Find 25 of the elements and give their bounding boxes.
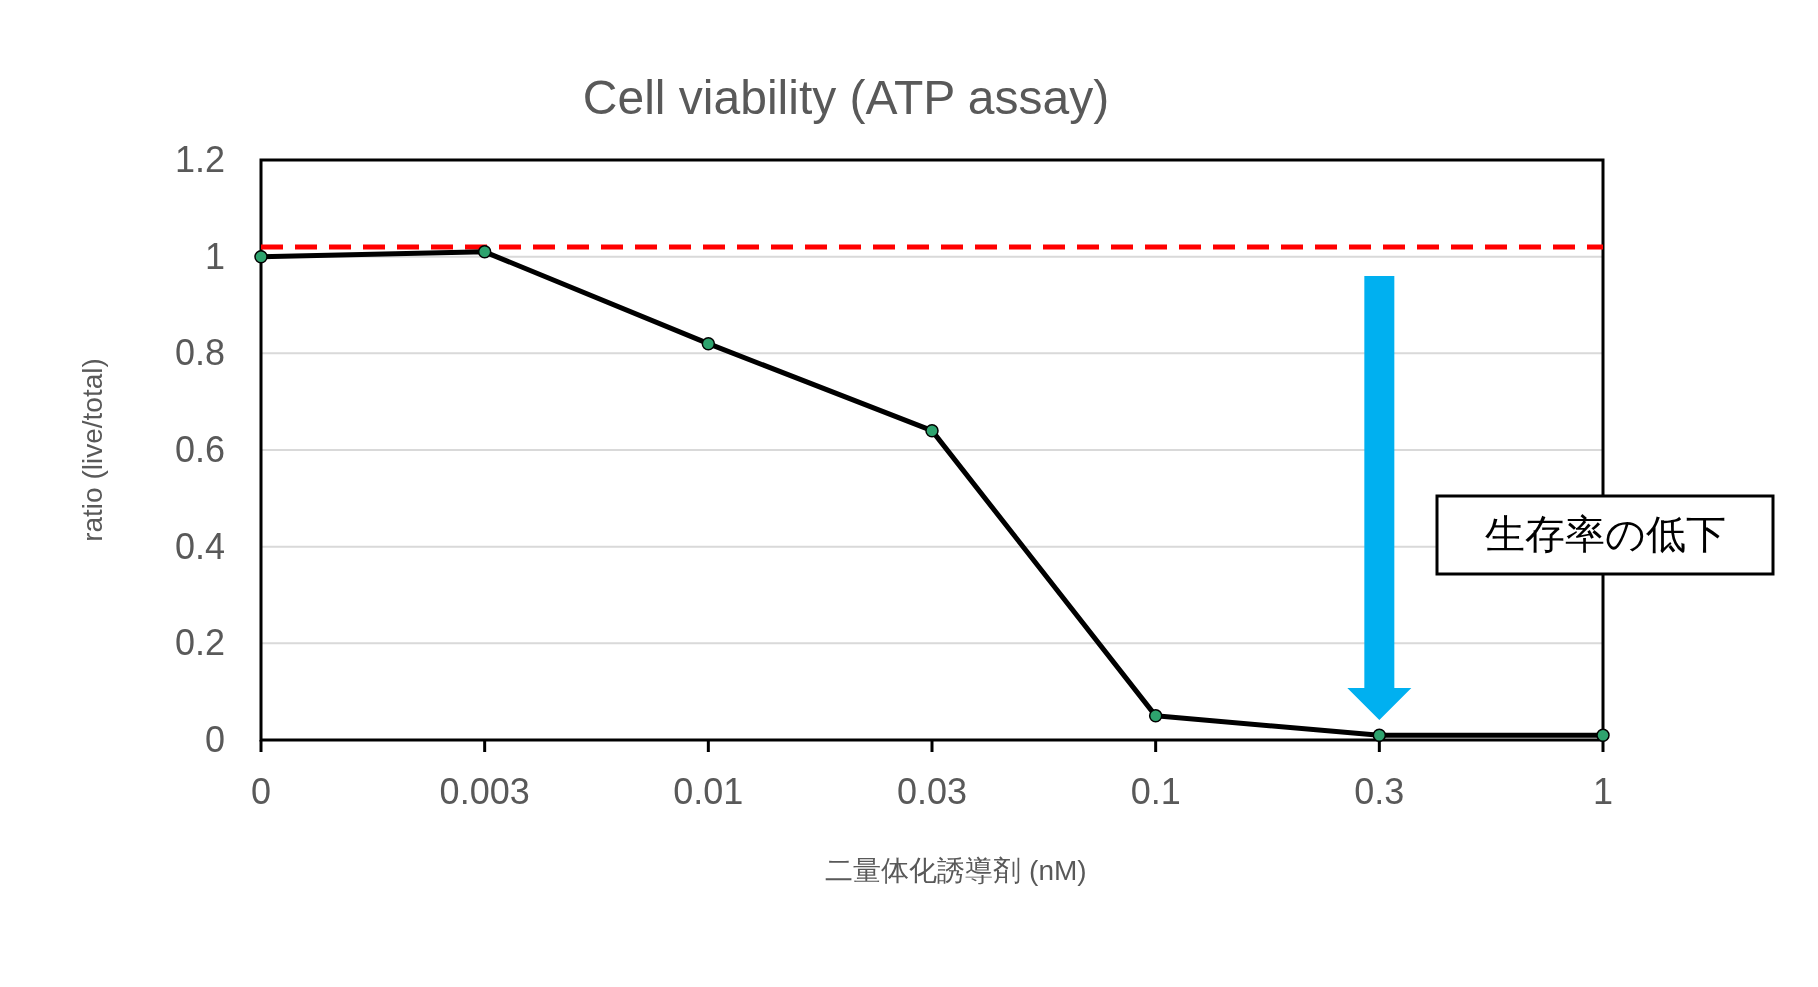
y-axis-title: ratio (live/total) [77, 358, 108, 542]
y-tick-label: 0 [204, 719, 225, 760]
x-tick-label: 0.01 [673, 771, 744, 812]
y-tick-label: 0.8 [174, 332, 225, 374]
annotation: 生存率の低下 [1484, 512, 1726, 556]
x-axis-title: 二量体化誘導剤 (nM) [825, 855, 1087, 886]
x-tick-label: 0.1 [1130, 771, 1181, 812]
point [254, 249, 268, 264]
point [1148, 709, 1163, 723]
point [1372, 728, 1387, 742]
y-tick-label: 1.2 [174, 139, 225, 180]
x-tick-label: 0.003 [439, 771, 530, 812]
x-tick-label: 0.3 [1354, 771, 1405, 812]
point [701, 336, 716, 351]
y-tick-label: 1 [204, 235, 225, 277]
x-tick-label: 0.03 [896, 771, 968, 812]
point [1596, 728, 1610, 742]
y-tick-label: 0.2 [174, 622, 225, 664]
point [477, 245, 492, 259]
point [925, 423, 939, 438]
chart-title: Cell viability (ATP assay) [582, 71, 1110, 124]
y-tick-label: 0.6 [174, 429, 225, 470]
x-tick-label: 1 [1592, 771, 1614, 812]
x-tick-label: 0 [250, 771, 272, 812]
y-tick-label: 0.4 [174, 525, 225, 567]
